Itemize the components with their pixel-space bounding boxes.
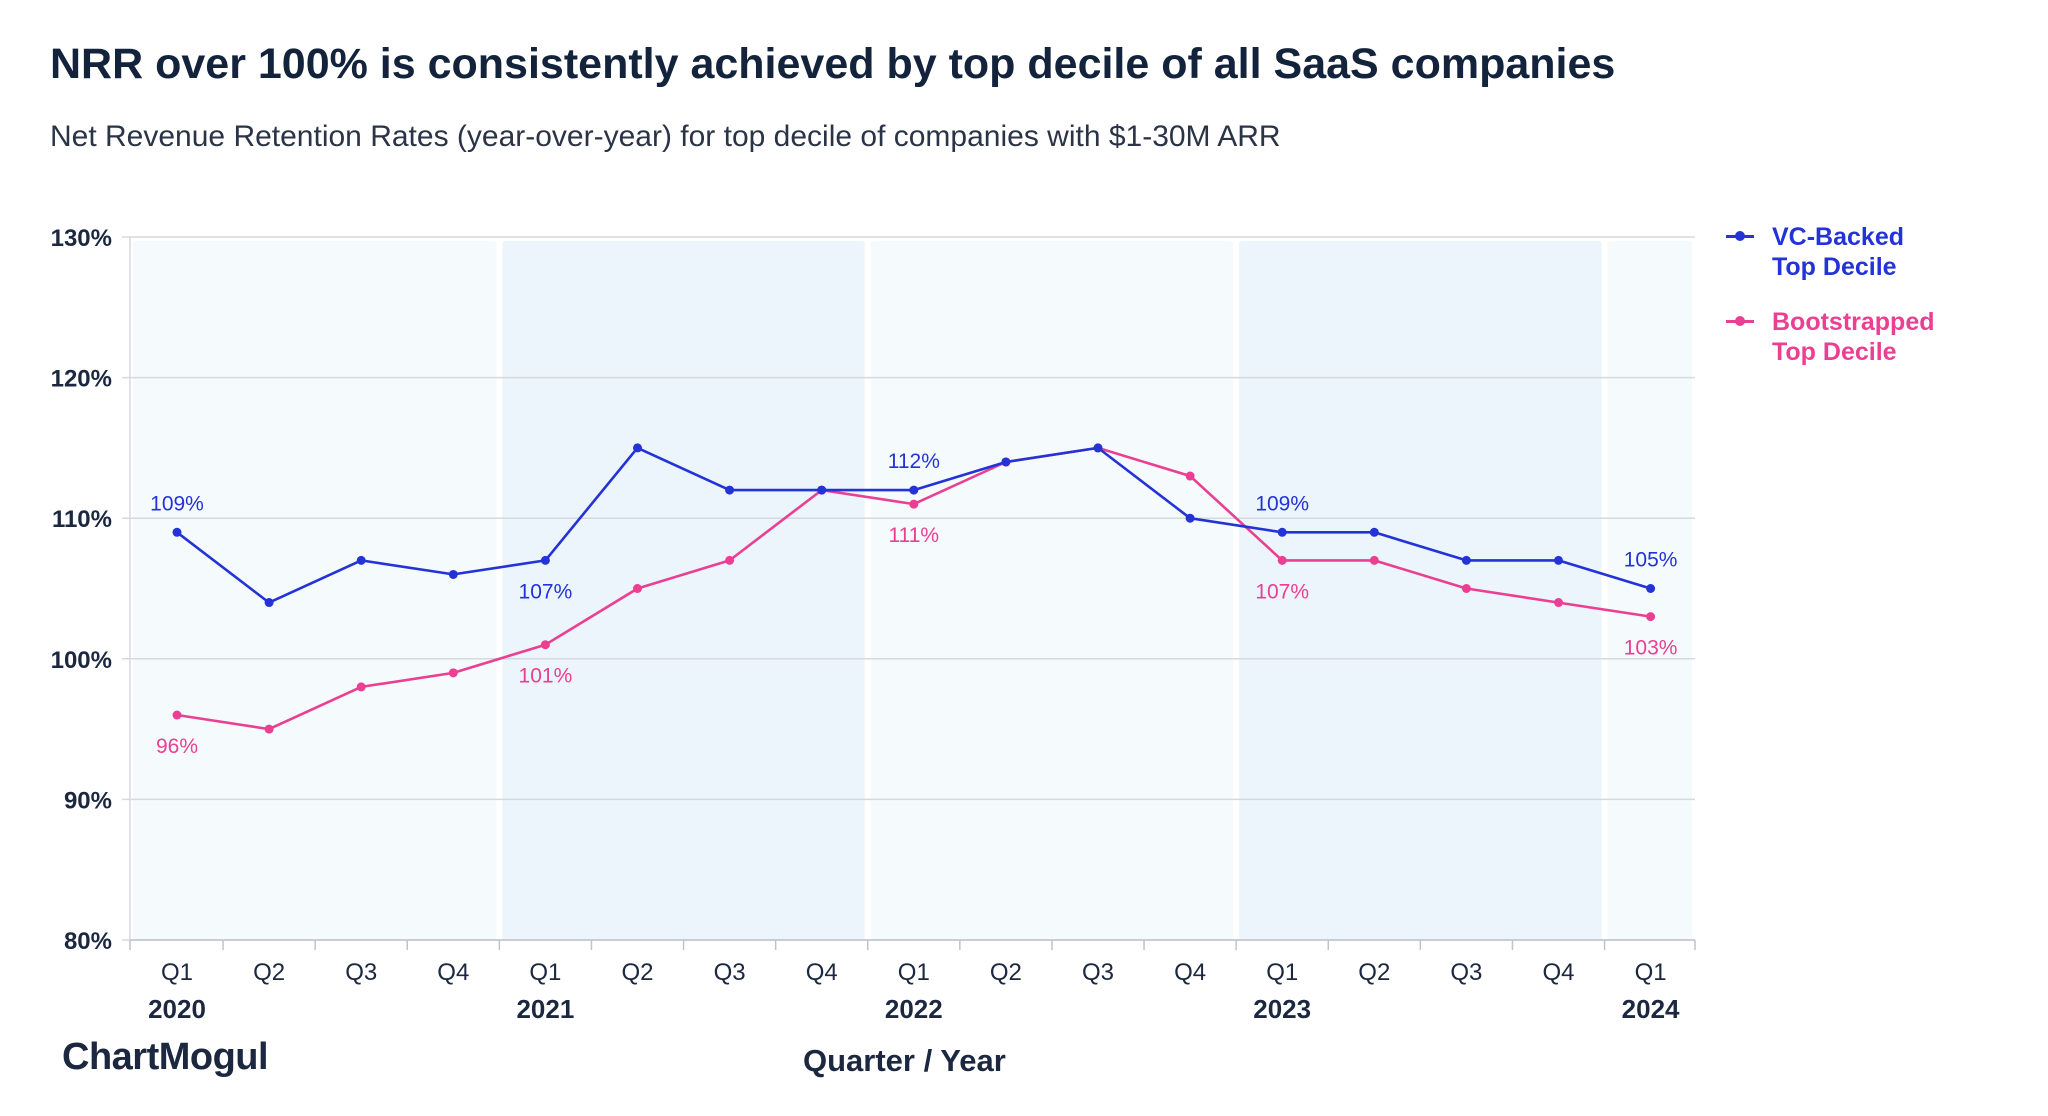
x-tick-label: Q3 bbox=[345, 959, 377, 986]
x-tick-label: Q3 bbox=[1082, 959, 1114, 986]
x-tick-label: Q2 bbox=[990, 959, 1022, 986]
x-tick-label: Q3 bbox=[1450, 959, 1482, 986]
x-tick-label: Q2 bbox=[253, 959, 285, 986]
x-year-label: 2022 bbox=[885, 994, 943, 1024]
x-tick-label: Q4 bbox=[806, 959, 838, 986]
data-point-vc-backed bbox=[817, 485, 827, 495]
data-point-vc-backed bbox=[1277, 527, 1287, 537]
x-tick-label: Q1 bbox=[161, 959, 193, 986]
chart-title: NRR over 100% is consistently achieved b… bbox=[50, 40, 1616, 88]
data-label-vc-backed: 109% bbox=[150, 492, 204, 515]
data-point-vc-backed bbox=[356, 555, 366, 565]
legend-label-vc-backed: VC-Backed Top Decile bbox=[1772, 222, 2002, 282]
data-point-bootstrapped bbox=[356, 682, 366, 692]
data-point-bootstrapped bbox=[1277, 555, 1287, 565]
x-year-label: 2023 bbox=[1253, 994, 1311, 1024]
data-labels: 96% 101% 111% 107% 103% 109% 107% 112% 109% 105% bbox=[150, 450, 1677, 758]
data-point-bootstrapped bbox=[909, 499, 919, 509]
x-year-label: 2020 bbox=[148, 994, 206, 1024]
legend-label-line: VC-Backed bbox=[1772, 223, 1904, 251]
x-tick-label: Q4 bbox=[1542, 959, 1574, 986]
x-tick-label: Q1 bbox=[529, 959, 561, 986]
chartmogul-logo: ChartMogul bbox=[62, 1036, 269, 1078]
legend-marker-vc-backed bbox=[1726, 231, 1754, 241]
y-tick-label: 120% bbox=[51, 366, 112, 393]
data-point-vc-backed bbox=[1554, 555, 1563, 565]
legend-item-bootstrapped[interactable]: Bootstrapped Top Decile bbox=[1726, 307, 2002, 367]
data-point-vc-backed bbox=[540, 555, 550, 565]
legend-label-line: Top Decile bbox=[1772, 338, 1897, 366]
legend-item-vc-backed[interactable]: VC-Backed Top Decile bbox=[1726, 222, 2002, 282]
data-point-vc-backed bbox=[1646, 584, 1656, 593]
data-point-vc-backed bbox=[1369, 527, 1379, 537]
data-label-vc-backed: 107% bbox=[519, 580, 573, 603]
x-tick-label: Q4 bbox=[1174, 959, 1206, 986]
data-point-bootstrapped bbox=[725, 555, 735, 565]
x-tick-label: Q3 bbox=[714, 959, 746, 986]
data-point-vc-backed bbox=[1461, 555, 1471, 565]
legend-marker-bootstrapped bbox=[1726, 316, 1754, 326]
data-point-bootstrapped bbox=[633, 584, 642, 593]
data-point-vc-backed bbox=[1001, 457, 1011, 467]
data-point-vc-backed bbox=[909, 485, 919, 495]
data-label-bootstrapped: 111% bbox=[889, 524, 940, 547]
y-tick-label: 110% bbox=[52, 506, 112, 533]
data-point-vc-backed bbox=[172, 527, 182, 537]
series-lines bbox=[172, 443, 1656, 734]
legend-label-line: Top Decile bbox=[1772, 253, 1897, 281]
year-band-1 bbox=[502, 241, 865, 940]
legend-label-bootstrapped: Bootstrapped Top Decile bbox=[1772, 307, 2002, 367]
legend-label-line: Bootstrapped bbox=[1772, 308, 1935, 336]
data-point-vc-backed bbox=[633, 443, 642, 453]
data-point-bootstrapped bbox=[1554, 598, 1563, 608]
x-tick-label: Q1 bbox=[1635, 959, 1667, 986]
x-tick-label: Q2 bbox=[1358, 959, 1390, 986]
data-point-bootstrapped bbox=[1185, 471, 1195, 481]
data-label-bootstrapped: 107% bbox=[1255, 580, 1309, 603]
data-point-bootstrapped bbox=[172, 710, 182, 720]
x-axis-label: Quarter / Year bbox=[803, 1043, 1006, 1078]
year-band-0 bbox=[133, 241, 497, 940]
data-label-bootstrapped: 101% bbox=[519, 665, 573, 688]
x-year-label: 2021 bbox=[516, 994, 574, 1024]
x-year-label: 2024 bbox=[1622, 994, 1680, 1024]
data-label-bootstrapped: 103% bbox=[1624, 637, 1678, 660]
data-point-vc-backed bbox=[725, 485, 735, 495]
x-tick-label: Q4 bbox=[437, 959, 469, 986]
data-label-vc-backed: 112% bbox=[888, 450, 940, 473]
y-tick-label: 100% bbox=[51, 647, 112, 674]
data-point-bootstrapped bbox=[264, 724, 274, 734]
data-point-bootstrapped bbox=[448, 668, 458, 678]
x-tick-label: Q2 bbox=[621, 959, 653, 986]
data-point-bootstrapped bbox=[1646, 612, 1656, 622]
y-tick-label: 90% bbox=[64, 787, 112, 814]
data-point-vc-backed bbox=[1093, 443, 1103, 453]
legend: VC-Backed Top Decile Bootstrapped Top Deci… bbox=[1726, 222, 2002, 392]
year-band-3 bbox=[1239, 241, 1602, 940]
grid-lines bbox=[122, 236, 1695, 941]
data-label-vc-backed: 109% bbox=[1255, 492, 1309, 515]
chart-subtitle: Net Revenue Retention Rates (year-over-y… bbox=[50, 120, 1281, 153]
data-label-vc-backed: 105% bbox=[1624, 549, 1678, 572]
x-tick-label: Q1 bbox=[898, 959, 930, 986]
x-axis-ticks: Q1 Q2 Q3 Q4 Q1 Q2 Q3 Q4 Q1 Q2 Q3 Q4 Q1 Q2 Q3 Q4 Q1 2020 20… bbox=[129, 940, 1696, 1024]
data-point-vc-backed bbox=[1185, 513, 1195, 523]
y-tick-label: 80% bbox=[64, 928, 112, 955]
data-point-bootstrapped bbox=[540, 640, 550, 650]
data-label-bootstrapped: 96% bbox=[156, 735, 198, 758]
data-point-bootstrapped bbox=[1369, 555, 1379, 565]
y-tick-label: 130% bbox=[51, 225, 112, 252]
data-point-vc-backed bbox=[264, 598, 274, 608]
data-point-vc-backed bbox=[448, 569, 458, 579]
data-point-bootstrapped bbox=[1461, 584, 1471, 593]
year-band-2 bbox=[870, 241, 1234, 940]
x-tick-label: Q1 bbox=[1266, 959, 1298, 986]
year-bands bbox=[133, 241, 1692, 940]
y-axis-ticks: 80% 90% 100% 110% 120% 130% bbox=[51, 225, 112, 955]
